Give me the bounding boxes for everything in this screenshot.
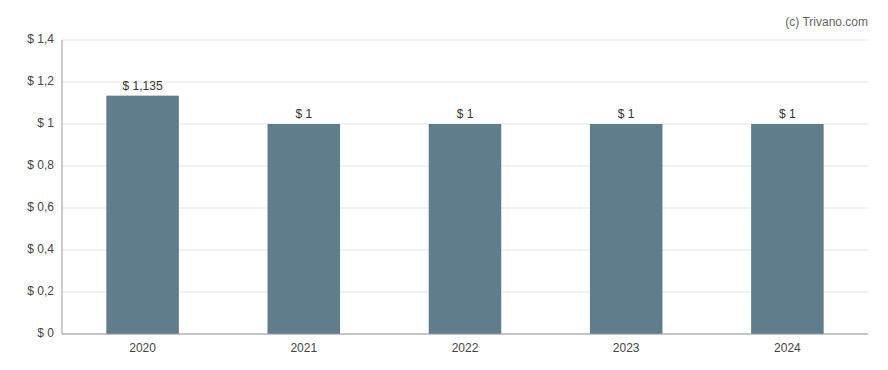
y-tick-label: $ 0,8	[27, 158, 54, 172]
y-tick-label: $ 0	[37, 326, 54, 340]
y-tick-label: $ 1	[37, 116, 54, 130]
bar	[268, 124, 341, 334]
annotation: (c) Trivano.com	[785, 15, 868, 29]
bar	[751, 124, 824, 334]
x-tick-label: 2024	[774, 341, 801, 355]
y-axis: $ 0 $ 0,2 $ 0,4 $ 0,6 $ 0,8 $ 1 $ 1,2 $ 1,4	[27, 32, 54, 340]
chart-container: $ 0 $ 0,2 $ 0,4 $ 0,6 $ 0,8 $ 1 $ 1,2 $ 1,4 2020…	[0, 0, 888, 370]
x-tick-label: 2022	[452, 341, 479, 355]
bar	[590, 124, 663, 334]
data-label: $ 1	[295, 107, 312, 121]
y-tick-label: $ 0,2	[27, 284, 54, 298]
grid	[62, 40, 868, 334]
y-tick-label: $ 1,2	[27, 74, 54, 88]
y-axis-line	[62, 40, 63, 334]
grid-line	[62, 82, 868, 83]
chart: $ 0 $ 0,2 $ 0,4 $ 0,6 $ 0,8 $ 1 $ 1,2 $ 1,4 2020…	[0, 0, 888, 370]
data-label: $ 1	[618, 107, 635, 121]
y-tick-label: $ 0,4	[27, 242, 54, 256]
grid-line	[62, 334, 868, 335]
y-tick-label: $ 1,4	[27, 32, 54, 46]
y-tick-label: $ 0,6	[27, 200, 54, 214]
x-tick-label: 2023	[613, 341, 640, 355]
data-label: $ 1	[457, 107, 474, 121]
bar	[429, 124, 502, 334]
bar	[106, 96, 179, 334]
x-axis: 2020 2021 2022 2023 2024	[129, 341, 801, 355]
data-label: $ 1,135	[123, 79, 163, 93]
data-label: $ 1	[779, 107, 796, 121]
grid-line	[62, 40, 868, 41]
x-tick-label: 2021	[290, 341, 317, 355]
data-labels: $ 1,135 $ 1 $ 1 $ 1 $ 1	[123, 79, 796, 121]
x-axis-line	[62, 334, 868, 335]
x-tick-label: 2020	[129, 341, 156, 355]
bars	[106, 96, 823, 334]
